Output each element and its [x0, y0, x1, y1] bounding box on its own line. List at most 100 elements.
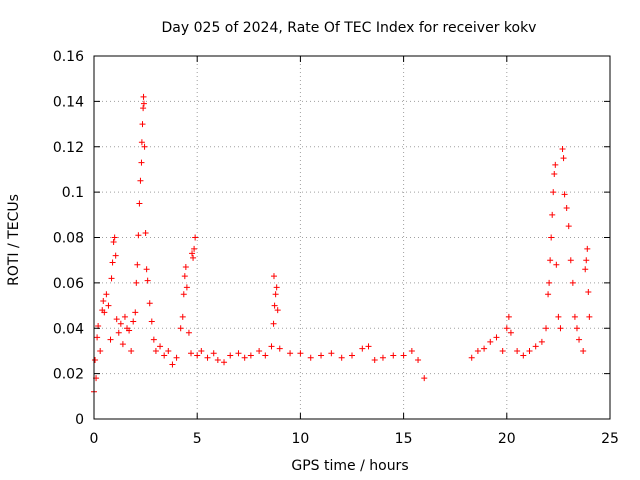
data-point	[270, 273, 277, 280]
data-point	[113, 316, 120, 323]
data-point	[532, 343, 539, 350]
x-tick-label: 10	[291, 431, 309, 447]
data-point	[569, 279, 576, 286]
data-point	[268, 343, 275, 350]
data-point	[256, 347, 263, 354]
data-point	[101, 309, 108, 316]
data-point	[119, 341, 126, 348]
data-point	[270, 320, 277, 327]
data-point	[328, 350, 335, 357]
chart-title: Day 025 of 2024, Rate Of TEC Index for r…	[162, 20, 537, 36]
data-point	[586, 313, 593, 320]
data-point	[408, 347, 415, 354]
data-point	[100, 298, 107, 305]
data-point	[487, 338, 494, 345]
data-point	[128, 347, 135, 354]
y-axis-ticks: 0 0.02 0.04 0.06 0.08 0.1 0.12 0.14 0.16	[53, 49, 610, 428]
data-point	[210, 350, 217, 357]
y-tick-label: 0.04	[53, 321, 84, 337]
data-point	[493, 334, 500, 341]
data-point	[137, 177, 144, 184]
data-point	[157, 343, 164, 350]
data-point	[134, 261, 141, 268]
data-point	[390, 352, 397, 359]
data-point	[108, 275, 115, 282]
data-point	[165, 347, 172, 354]
data-point	[274, 307, 281, 314]
data-point	[582, 266, 589, 273]
data-point	[287, 350, 294, 357]
data-point	[546, 279, 553, 286]
data-point	[576, 336, 583, 343]
data-point	[181, 273, 188, 280]
data-point	[194, 352, 201, 359]
data-point	[580, 347, 587, 354]
data-point	[349, 352, 355, 359]
data-points	[91, 93, 593, 395]
y-tick-label: 0.1	[62, 185, 84, 201]
data-point	[144, 277, 151, 284]
data-point	[338, 354, 345, 361]
data-point	[92, 357, 99, 364]
data-point	[553, 261, 560, 268]
data-point	[235, 350, 242, 357]
data-point	[198, 347, 205, 354]
data-point	[105, 302, 112, 309]
gridlines	[94, 56, 610, 419]
data-point	[585, 288, 592, 295]
data-point	[520, 352, 527, 359]
data-point	[474, 347, 481, 354]
data-point	[573, 325, 580, 332]
data-point	[126, 327, 133, 334]
data-point	[505, 313, 512, 320]
data-point	[135, 232, 142, 239]
data-point	[214, 357, 221, 364]
data-point	[584, 245, 591, 252]
y-tick-label: 0.12	[53, 140, 84, 156]
data-point	[182, 263, 189, 270]
data-point	[188, 350, 195, 357]
x-tick-label: 20	[498, 431, 516, 447]
x-tick-label: 0	[90, 431, 99, 447]
data-point	[142, 229, 149, 236]
data-point	[140, 93, 147, 100]
data-point	[94, 334, 101, 341]
data-point	[115, 329, 122, 336]
data-point	[548, 234, 555, 241]
data-point	[561, 191, 568, 198]
data-point	[552, 161, 559, 168]
data-point	[139, 121, 146, 128]
x-axis-ticks: 0 5 10 15 20 25	[90, 56, 619, 447]
data-point	[371, 357, 378, 364]
data-point	[140, 105, 147, 112]
data-point	[133, 279, 140, 286]
data-point	[173, 354, 180, 361]
data-point	[555, 313, 562, 320]
data-point	[169, 361, 176, 368]
data-point	[138, 159, 145, 166]
data-point	[271, 302, 278, 309]
data-point	[130, 318, 137, 325]
data-point	[365, 343, 372, 350]
data-point	[141, 143, 148, 150]
data-point	[567, 257, 574, 264]
data-point	[468, 354, 475, 361]
data-point	[550, 189, 557, 196]
data-point	[138, 139, 145, 146]
data-point	[543, 325, 550, 332]
data-point	[545, 291, 552, 298]
y-tick-label: 0.06	[53, 276, 84, 292]
data-point	[136, 200, 143, 207]
data-point	[583, 257, 590, 264]
data-point	[262, 352, 269, 359]
data-point	[189, 250, 196, 257]
data-point	[415, 357, 422, 364]
data-point	[559, 146, 566, 153]
x-axis-label: GPS time / hours	[291, 458, 408, 474]
data-point	[152, 347, 159, 354]
data-point	[111, 234, 118, 241]
data-point	[190, 254, 197, 261]
y-axis-label: ROTI / TECUs	[6, 194, 22, 286]
data-point	[150, 336, 157, 343]
data-point	[551, 170, 558, 177]
